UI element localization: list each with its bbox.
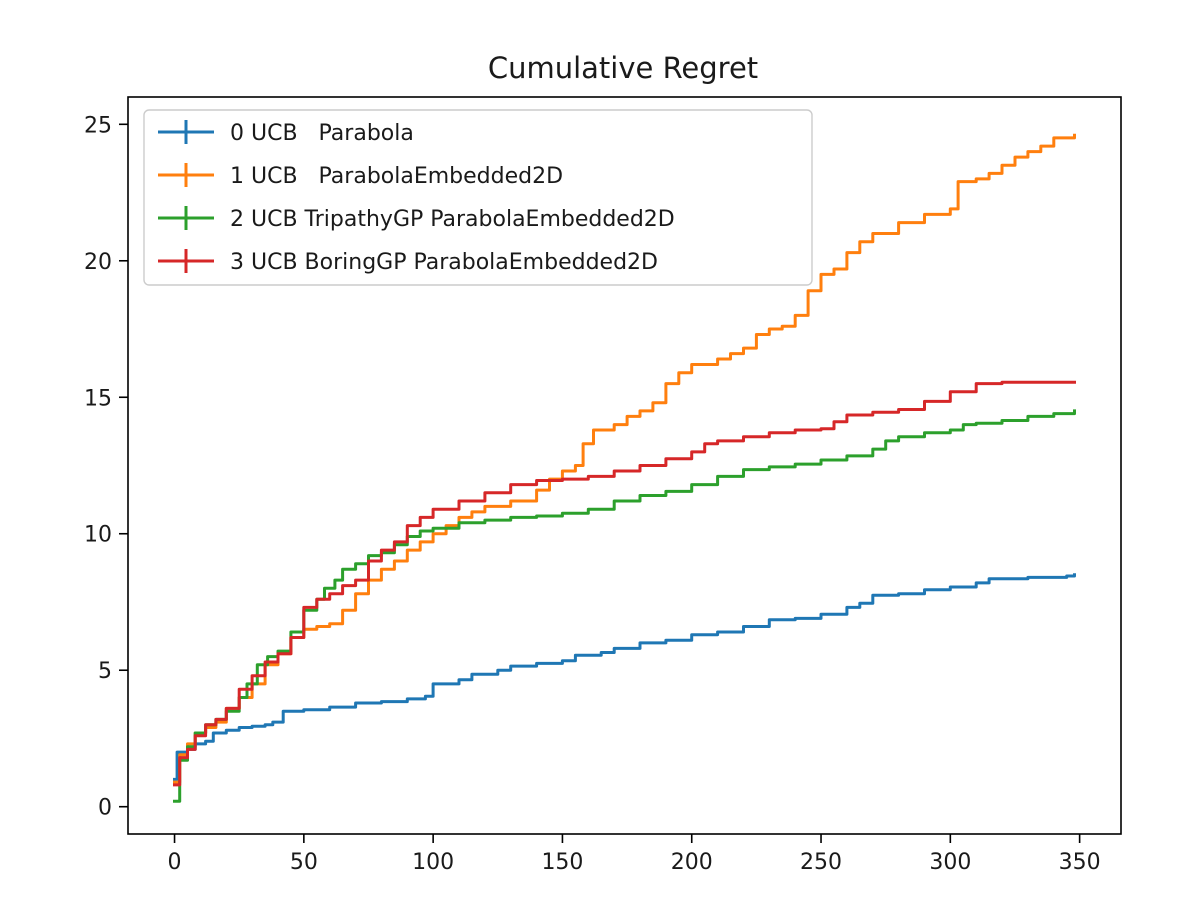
x-tick-label: 100 <box>412 850 454 875</box>
legend-label: 2 UCB TripathyGP ParabolaEmbedded2D <box>230 207 675 232</box>
y-tick-label: 15 <box>84 386 112 411</box>
x-tick-label: 350 <box>1059 850 1101 875</box>
x-tick-label: 150 <box>541 850 583 875</box>
y-tick-label: 20 <box>84 250 112 275</box>
y-axis: 0 5 10 15 20 25 <box>84 113 128 821</box>
chart-title: Cumulative Regret <box>488 51 758 85</box>
legend-label: 3 UCB BoringGP ParabolaEmbedded2D <box>230 250 658 275</box>
x-tick-label: 0 <box>168 850 182 875</box>
x-tick-label: 200 <box>671 850 713 875</box>
plot-area: 0 50 100 150 200 250 300 350 0 5 10 15 20 25 <box>84 96 1122 875</box>
legend-label: 0 UCB Parabola <box>230 121 414 146</box>
legend: 0 UCB Parabola 1 UCB ParabolaEmbedded2D 2 … <box>143 109 813 286</box>
x-tick-label: 50 <box>290 850 318 875</box>
series-line-2 <box>173 409 1076 803</box>
x-tick-label: 300 <box>929 850 971 875</box>
axes-frame <box>127 96 1122 835</box>
y-tick-label: 0 <box>98 796 112 821</box>
y-tick-label: 5 <box>98 659 112 684</box>
x-tick-label: 250 <box>800 850 842 875</box>
series-line-0 <box>173 573 1076 781</box>
series-line-3 <box>173 380 1076 787</box>
y-tick-label: 25 <box>84 113 112 138</box>
x-axis: 0 50 100 150 200 250 300 350 <box>168 834 1101 875</box>
legend-label: 1 UCB ParabolaEmbedded2D <box>230 164 563 189</box>
legend-box <box>143 109 813 286</box>
y-tick-label: 10 <box>84 523 112 548</box>
series-layer <box>173 133 1076 803</box>
